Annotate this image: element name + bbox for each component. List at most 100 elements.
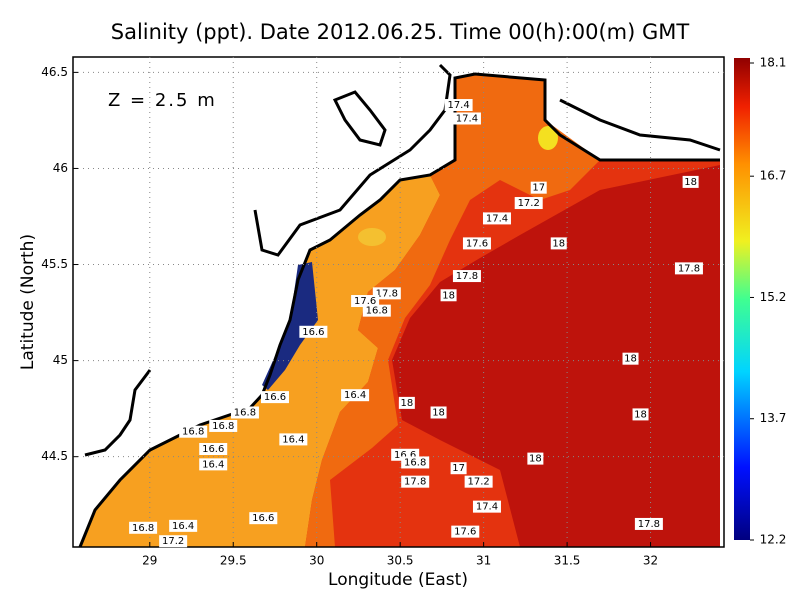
contour-label: 17.2 <box>162 536 184 547</box>
contour-label-box <box>398 396 415 409</box>
contour-label-box <box>230 406 259 419</box>
contour-label-box <box>249 512 278 525</box>
sea-light <box>358 228 386 246</box>
contour-label-box <box>674 262 703 275</box>
x-tick-label: 32 <box>643 554 658 568</box>
contour-label-box <box>514 197 543 210</box>
salinity-field <box>80 74 720 547</box>
contour-label-box <box>451 525 480 538</box>
contour-label: 16.6 <box>302 327 324 338</box>
contour-label-box <box>430 406 447 419</box>
contour-label: 17.6 <box>354 296 376 307</box>
contour-label: 18 <box>442 290 455 301</box>
contour-label-box <box>632 408 649 421</box>
sea-front <box>305 74 600 547</box>
contour-label: 17.4 <box>456 113 478 124</box>
contour-label: 17.4 <box>447 100 469 111</box>
contour-label: 17.2 <box>518 198 540 209</box>
contour-label: 16.6 <box>394 450 416 461</box>
y-tick-label: 46 <box>53 161 68 175</box>
contour-label-box <box>341 389 370 402</box>
coastline <box>78 63 721 548</box>
contour-label: 17.6 <box>454 527 476 538</box>
contour-label: 17.6 <box>466 238 488 249</box>
contour-label-box <box>199 443 228 455</box>
contour-label-box <box>440 289 457 302</box>
contour-label: 17.2 <box>467 477 489 488</box>
colorbar-tick-label: 16.7 <box>760 169 787 183</box>
contour-label: 18 <box>400 398 413 409</box>
contour-label-box <box>129 521 158 534</box>
contour-label-box <box>279 433 308 446</box>
y-tick-label: 45 <box>53 353 68 367</box>
contour-label-box <box>209 419 238 432</box>
x-tick-label: 31 <box>476 554 491 568</box>
contour-label-box <box>401 475 430 488</box>
y-axis-label: Latitude (North) <box>18 234 38 370</box>
x-axis-label: Longitude (East) <box>328 570 468 590</box>
contour-label-box <box>464 475 493 488</box>
contour-label-box <box>260 391 289 404</box>
x-tick-label: 29 <box>142 554 157 568</box>
y-tick-label: 44.5 <box>41 449 68 463</box>
contour-label-box <box>444 99 473 112</box>
colorbar-tick-label: 13.7 <box>760 411 787 425</box>
sea-yellow <box>538 126 558 150</box>
x-tick-label: 30.5 <box>387 554 414 568</box>
contour-label: 16.4 <box>344 390 366 401</box>
contour-label-box <box>472 500 501 513</box>
x-tick-label: 29.5 <box>220 554 247 568</box>
contour-label-box <box>634 517 663 530</box>
contour-label: 16.6 <box>264 392 286 403</box>
contour-label-box <box>159 535 188 548</box>
y-tick-label: 46.5 <box>41 65 68 79</box>
contour-label: 16.8 <box>366 306 388 317</box>
contour-label: 16.4 <box>202 459 224 470</box>
contour-label: 18 <box>684 177 697 188</box>
contour-label: 18 <box>529 454 542 465</box>
plot-frame <box>72 56 725 548</box>
contour-label-box <box>682 175 699 188</box>
x-tick-label: 31.5 <box>554 554 581 568</box>
chart-title: Salinity (ppt). Date 2012.06.25. Time 00… <box>111 20 690 44</box>
contour-label: 17.8 <box>638 519 660 530</box>
contour-label-box <box>452 112 481 125</box>
contour-label-box <box>351 295 380 308</box>
contour-label: 17.8 <box>376 288 398 299</box>
contour-label-box <box>527 452 544 465</box>
colorbar <box>734 58 750 540</box>
y-tick-label: 45.5 <box>41 257 68 271</box>
contour-label-box <box>179 425 208 438</box>
contour-label: 16.6 <box>202 444 224 455</box>
contour-label-box <box>362 304 391 317</box>
contour-label: 18 <box>432 407 445 418</box>
contour-label: 18 <box>552 238 565 249</box>
colorbar-tick-label: 15.2 <box>760 290 787 304</box>
contour-label-box <box>299 325 328 338</box>
colorbar-tick-label: 12.2 <box>760 533 787 547</box>
contour-label-box <box>452 270 481 283</box>
contour-label: 17.8 <box>404 477 426 488</box>
contour-label-box <box>622 352 639 365</box>
contour-label: 18 <box>624 354 637 365</box>
contour-label-box <box>450 462 467 475</box>
contour-label-box <box>199 458 228 471</box>
contour-label: 17 <box>532 183 545 194</box>
sea-offshore <box>392 165 720 547</box>
contour-label: 16.8 <box>234 407 256 418</box>
contour-label-box <box>482 212 511 225</box>
contour-label: 16.8 <box>404 457 426 468</box>
x-tick-label: 30 <box>309 554 324 568</box>
contour-label: 16.4 <box>172 521 194 532</box>
sea-near <box>80 175 440 547</box>
contour-label-box <box>372 287 401 300</box>
contour-label: 17.4 <box>486 213 508 224</box>
contour-label: 17 <box>452 463 465 474</box>
contour-label-box <box>169 519 198 532</box>
contour-label: 16.8 <box>132 523 154 534</box>
contour-label-box <box>401 456 430 469</box>
depth-annotation: Z = 2.5 m <box>108 90 217 111</box>
contour-label: 16.8 <box>212 421 234 432</box>
contour-label-box <box>530 181 547 194</box>
